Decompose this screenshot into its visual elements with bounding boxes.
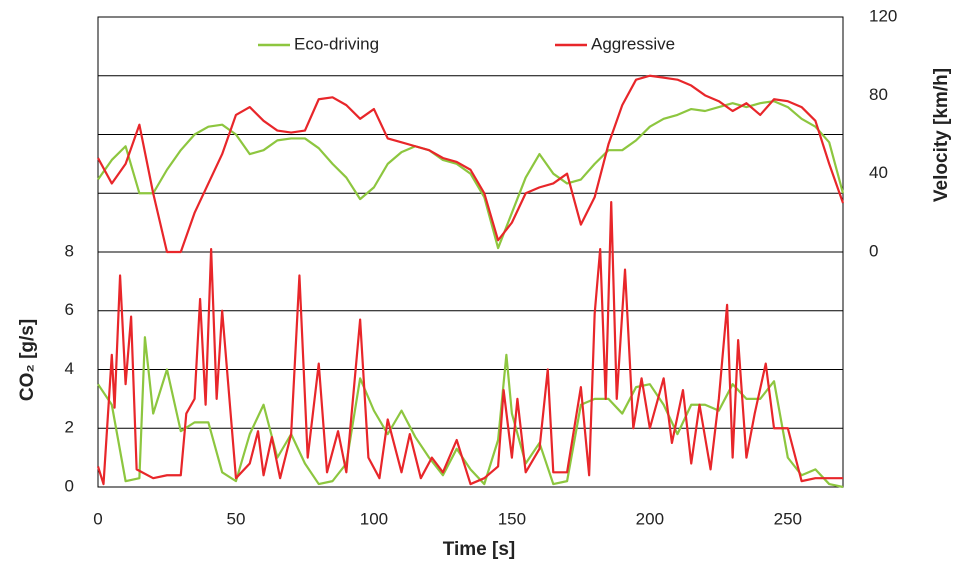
y-tick-label: 8	[65, 241, 74, 260]
y-axis-label: CO₂ [g/s]	[17, 319, 38, 401]
x-tick-label: 50	[227, 509, 246, 528]
y2-tick-label: 0	[869, 241, 878, 260]
y2-tick-label: 80	[869, 85, 888, 104]
y-tick-label: 2	[65, 418, 74, 437]
y-tick-label: 0	[65, 476, 74, 495]
x-tick-label: 200	[636, 509, 664, 528]
x-tick-label: 100	[360, 509, 388, 528]
y-tick-label: 4	[65, 359, 74, 378]
x-axis-label: Time [s]	[443, 539, 516, 560]
velocity-line	[97, 74, 845, 254]
y2-axis-label: Velocity [km/h]	[931, 68, 952, 202]
y2-tick-label: 40	[869, 163, 888, 182]
x-tick-label: 250	[774, 509, 802, 528]
co2-line	[96, 200, 843, 486]
legend-label: Eco-driving	[294, 34, 379, 53]
y2-tick-label: 120	[869, 6, 897, 25]
y-tick-label: 6	[65, 300, 74, 319]
x-tick-label: 0	[93, 509, 102, 528]
co2-line	[97, 336, 844, 489]
x-tick-label: 150	[498, 509, 526, 528]
velocity-line	[97, 100, 845, 250]
legend-label: Aggressive	[591, 34, 675, 53]
